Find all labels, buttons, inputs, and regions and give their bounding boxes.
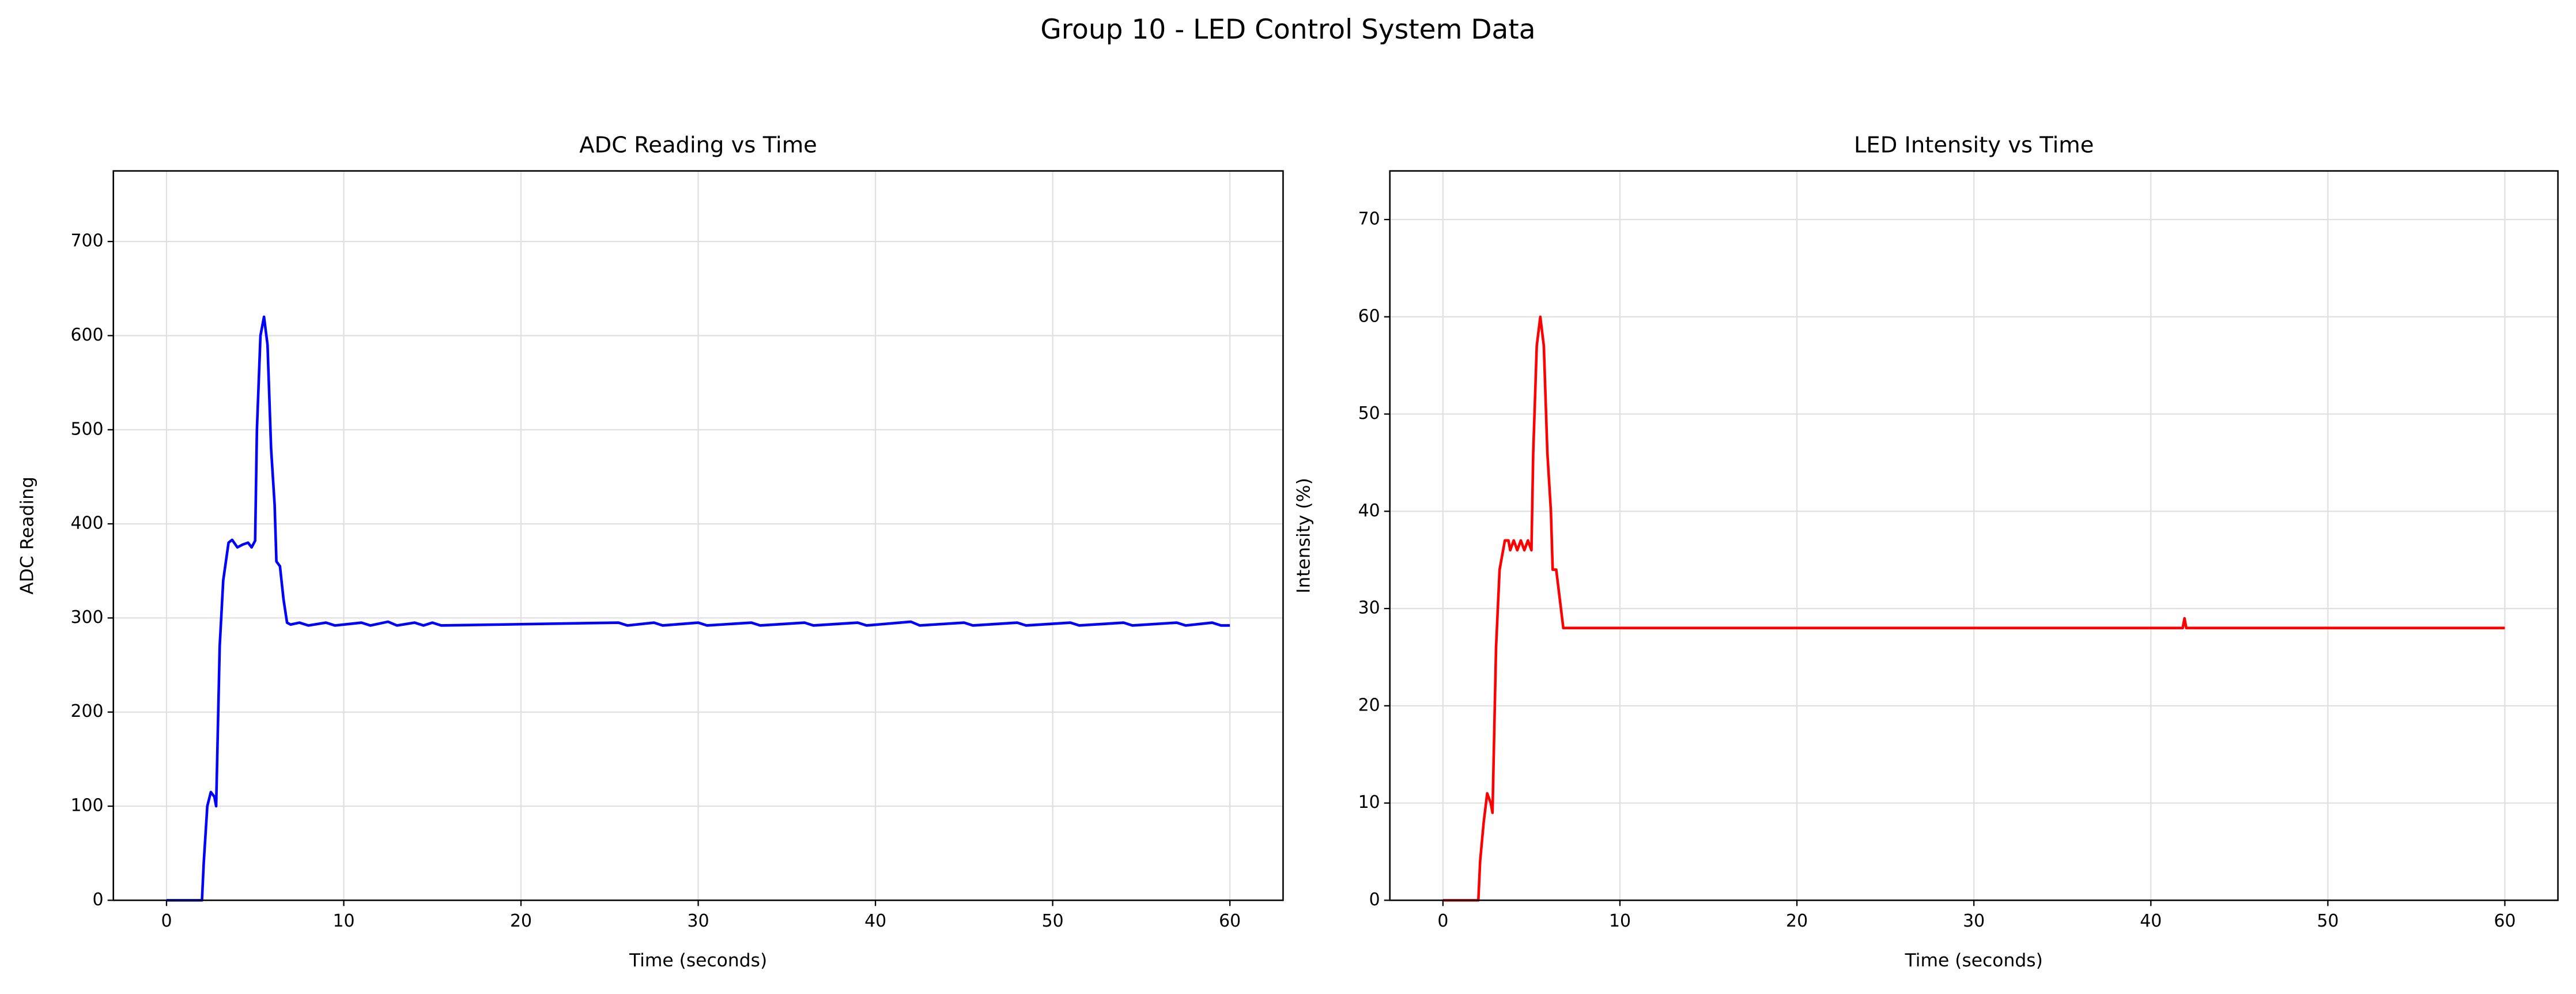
x-tick-label: 50 — [1042, 911, 1064, 931]
plot-frame — [1389, 170, 2559, 901]
x-tick-label: 10 — [333, 911, 354, 931]
y-tick-label: 30 — [1358, 598, 1380, 618]
x-tick-label: 20 — [1786, 911, 1808, 931]
x-tick-label: 60 — [2494, 911, 2515, 931]
y-tick-label: 40 — [1358, 501, 1380, 521]
x-tick-label: 20 — [510, 911, 532, 931]
x-tick-label: 0 — [1437, 911, 1448, 931]
x-tick-label: 30 — [1963, 911, 1985, 931]
x-tick-label: 60 — [1219, 911, 1241, 931]
y-tick-label: 700 — [70, 231, 103, 251]
y-tick-label: 500 — [70, 419, 103, 439]
y-tick-label: 20 — [1358, 695, 1380, 715]
y-tick-label: 70 — [1358, 209, 1380, 229]
y-tick-label: 600 — [70, 325, 103, 345]
y-tick-label: 200 — [70, 701, 103, 721]
x-tick-label: 40 — [864, 911, 886, 931]
data-line — [166, 315, 1230, 902]
chart-title: ADC Reading vs Time — [579, 132, 817, 158]
x-tick-label: 10 — [1609, 911, 1631, 931]
y-tick-label: 50 — [1358, 403, 1380, 424]
y-axis-label: Intensity (%) — [1294, 478, 1315, 594]
y-tick-label: 10 — [1358, 792, 1380, 812]
x-tick-label: 50 — [2317, 911, 2339, 931]
chart: 0 10 20 30 40 50 60 0 10 20 30 40 50 60 70 LED Intensit… — [1294, 132, 2559, 971]
y-tick-label: 0 — [93, 890, 104, 910]
data-line — [1442, 315, 2505, 902]
plot-frame — [112, 170, 1284, 901]
x-axis-label: Time (seconds) — [1905, 950, 2043, 971]
chart-title: LED Intensity vs Time — [1854, 132, 2094, 158]
x-axis-label: Time (seconds) — [629, 950, 767, 971]
y-tick-label: 100 — [70, 796, 103, 816]
y-axis-label: ADC Reading — [17, 477, 37, 595]
y-tick-label: 0 — [1369, 890, 1380, 910]
y-tick-label: 400 — [70, 513, 103, 534]
x-tick-label: 40 — [2140, 911, 2162, 931]
x-tick-label: 30 — [688, 911, 709, 931]
y-tick-label: 300 — [70, 607, 103, 628]
x-tick-label: 0 — [161, 911, 172, 931]
y-tick-label: 60 — [1358, 306, 1380, 326]
figure-title: Group 10 - LED Control System Data — [1040, 14, 1535, 46]
